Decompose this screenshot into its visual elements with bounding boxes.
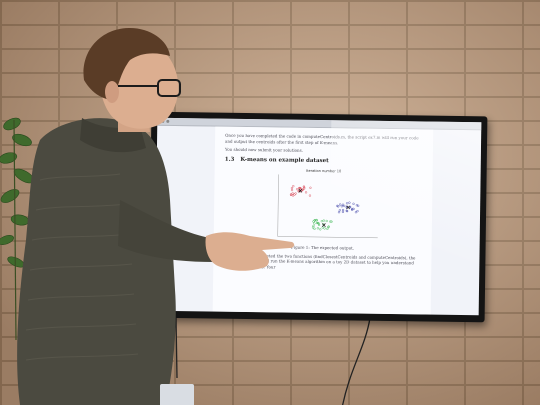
- cluster-point: [317, 223, 321, 226]
- cluster-point: [313, 219, 316, 222]
- laptop-corner: [160, 384, 194, 405]
- presenter: [17, 28, 295, 405]
- cluster-point: [321, 226, 324, 229]
- cluster-point: [313, 222, 316, 225]
- pointing-hand: [205, 232, 295, 271]
- cluster-point: [316, 227, 319, 230]
- cluster-point: [325, 219, 328, 223]
- cluster-point: [290, 186, 294, 190]
- screen-glare: [328, 120, 482, 316]
- cluster-point: [313, 227, 316, 230]
- plot-y-axis: [277, 174, 279, 237]
- cluster-point: [298, 187, 301, 190]
- cluster-point: [304, 191, 308, 194]
- cluster-point: [315, 218, 318, 222]
- pointing-arm: [118, 200, 214, 262]
- centroid-marker: [322, 223, 326, 227]
- potted-plant: [0, 117, 35, 341]
- tv-screen: Once you have completed the code in comp…: [154, 117, 482, 316]
- glasses-icon: [118, 79, 181, 97]
- cluster-point: [291, 194, 295, 197]
- cluster-point: [315, 221, 319, 225]
- cluster-point: [292, 185, 295, 188]
- cluster-point: [309, 186, 312, 189]
- cluster-point: [289, 193, 293, 196]
- cluster-point: [319, 228, 322, 231]
- cluster-point: [290, 188, 294, 192]
- cluster-point: [326, 227, 329, 230]
- tv-cable: [342, 318, 371, 405]
- cluster-point: [296, 188, 299, 191]
- cluster-point: [303, 187, 306, 190]
- cluster-point: [308, 194, 312, 197]
- tv-cable-left: [175, 318, 178, 378]
- centroid-marker: [298, 188, 303, 193]
- cluster-point: [303, 186, 306, 189]
- cluster-point: [323, 227, 326, 230]
- cluster-point: [322, 219, 325, 222]
- cluster-point: [320, 220, 323, 223]
- cluster-point: [291, 192, 294, 195]
- cluster-point: [293, 193, 296, 196]
- sweater: [17, 118, 176, 405]
- hair: [83, 28, 170, 100]
- cluster-point: [312, 224, 315, 228]
- tv-monitor: Once you have completed the code in comp…: [148, 111, 488, 323]
- plot-title: Iteration number 10: [306, 169, 341, 173]
